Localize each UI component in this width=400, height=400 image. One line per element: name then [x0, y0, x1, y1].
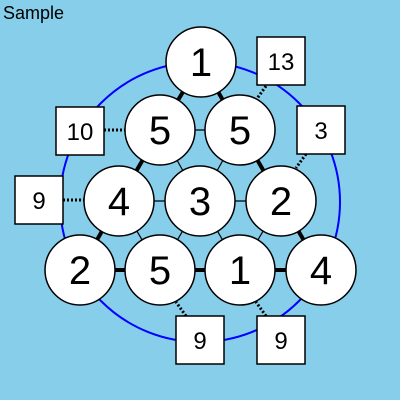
- cell-value: 5: [149, 109, 171, 153]
- clue-link: [254, 85, 268, 101]
- cell-value: 5: [149, 249, 171, 293]
- cell-circle[interactable]: [245, 165, 317, 237]
- clue-box-frame: [296, 105, 346, 155]
- cell-r3c0[interactable]: 2: [44, 234, 116, 306]
- clue-value: 3: [314, 118, 327, 145]
- cell-r2c1[interactable]: 3: [164, 165, 236, 237]
- clue-box-row2-left: 9: [14, 175, 64, 225]
- clue-box-top-right: 13: [256, 36, 306, 86]
- cell-circle[interactable]: [204, 234, 276, 306]
- clue-value: 9: [32, 188, 45, 215]
- clue-box-bottom-left: 9: [175, 315, 225, 365]
- cell-circle[interactable]: [124, 234, 196, 306]
- cell-circle[interactable]: [124, 94, 196, 166]
- cell-value: 2: [270, 180, 292, 224]
- clue-link: [254, 301, 268, 317]
- clue-box-row1-left: 10: [55, 106, 105, 156]
- cell-value: 2: [69, 249, 91, 293]
- cell-value: 4: [108, 180, 130, 224]
- cell-value: 5: [229, 109, 251, 153]
- cell-value: 4: [310, 249, 332, 293]
- cell-circle[interactable]: [44, 234, 116, 306]
- cell-r0c0[interactable]: 1: [165, 26, 237, 98]
- clue-box-frame: [14, 175, 64, 225]
- cell-r3c3[interactable]: 4: [285, 234, 357, 306]
- cell-circle[interactable]: [165, 26, 237, 98]
- cell-circle[interactable]: [83, 165, 155, 237]
- cell-value: 1: [190, 41, 212, 85]
- cells: 15 54 3 22 5 1 4: [44, 26, 357, 306]
- cell-r3c2[interactable]: 1: [204, 234, 276, 306]
- clue-link: [294, 153, 308, 169]
- cell-r3c1[interactable]: 5: [124, 234, 196, 306]
- cell-circle[interactable]: [285, 234, 357, 306]
- clue-value: 9: [193, 328, 206, 355]
- clue-connections: [63, 85, 308, 317]
- clue-box-bottom-right: 9: [256, 315, 306, 365]
- cell-circle[interactable]: [204, 94, 276, 166]
- clue-value: 9: [274, 328, 287, 355]
- clue-value: 13: [268, 49, 295, 76]
- clue-box-frame: [175, 315, 225, 365]
- cell-r2c2[interactable]: 2: [245, 165, 317, 237]
- cell-value: 1: [229, 249, 251, 293]
- cell-r1c0[interactable]: 5: [124, 94, 196, 166]
- clue-box-frame: [256, 36, 306, 86]
- cell-circle[interactable]: [164, 165, 236, 237]
- cell-r2c0[interactable]: 4: [83, 165, 155, 237]
- puzzle-title: Sample: [3, 3, 65, 23]
- clue-box-right-upper: 3: [296, 105, 346, 155]
- cell-r1c1[interactable]: 5: [204, 94, 276, 166]
- clue-link: [174, 301, 188, 317]
- clue-box-frame: [256, 315, 306, 365]
- clue-box-frame: [55, 106, 105, 156]
- cell-value: 3: [189, 180, 211, 224]
- clue-value: 10: [67, 119, 94, 146]
